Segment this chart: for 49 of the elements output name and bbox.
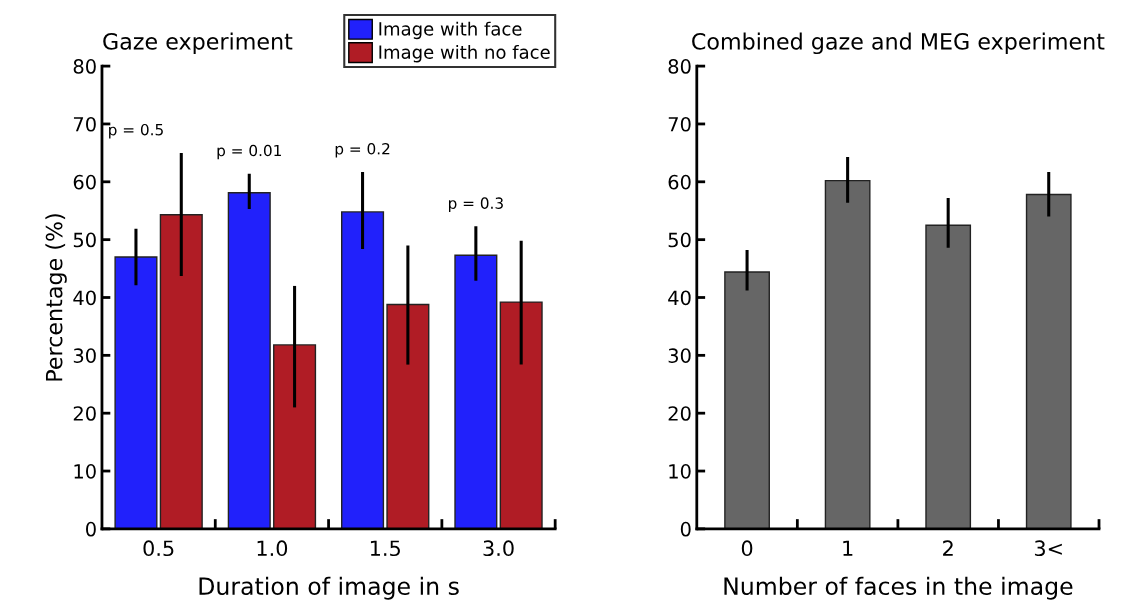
y-axis-title: Percentage (%) [45, 214, 67, 381]
y-tick-label: 60 [73, 174, 96, 190]
x-tick-label: 0.5 [143, 540, 174, 557]
x-tick-label: 2 [943, 540, 953, 556]
chart-title: Gaze experiment [103, 32, 293, 55]
y-tick-label: 70 [668, 116, 691, 132]
bar [499, 301, 543, 529]
y-tick-label: 10 [669, 463, 691, 479]
y-tick-label: 20 [668, 406, 691, 421]
x-tick-label: 3.0 [483, 540, 514, 557]
bar [454, 254, 498, 529]
y-tick-label: 40 [668, 290, 691, 306]
chart-title: Combined gaze and MEG experiment [692, 32, 1105, 55]
bar [159, 214, 203, 529]
x-axis-title: Number of faces in the image [724, 576, 1073, 600]
y-tick-label: 20 [73, 406, 96, 421]
x-tick-label: 0 [741, 540, 753, 557]
bar [114, 256, 158, 529]
bar [386, 303, 430, 529]
y-tick-label: 70 [73, 116, 96, 132]
bar [925, 224, 972, 529]
annotation: p = 0.2 [335, 142, 390, 158]
y-tick-label: 10 [74, 463, 96, 479]
legend-label: Image with face [379, 21, 522, 40]
bar [273, 344, 317, 529]
x-tick-label: 1 [843, 540, 853, 556]
legend-label: Image with no face [379, 44, 550, 63]
y-tick-label: 40 [73, 290, 96, 306]
bar [341, 211, 385, 529]
bar [724, 271, 770, 529]
x-tick-label: 1.0 [257, 540, 288, 557]
bar [824, 179, 871, 529]
x-tick-label: 3< [1034, 540, 1062, 557]
annotation: p = 0.01 [217, 144, 281, 160]
annotation: p = 0.5 [109, 123, 163, 139]
y-tick-label: 0 [86, 521, 96, 537]
y-tick-label: 60 [668, 174, 691, 190]
x-tick-label: 1.5 [370, 540, 400, 557]
y-tick-label: 80 [668, 59, 691, 74]
y-tick-label: 30 [73, 348, 96, 364]
y-tick-label: 50 [73, 232, 96, 248]
bar [227, 192, 271, 529]
y-tick-label: 50 [668, 232, 691, 248]
y-tick-label: 30 [668, 348, 691, 364]
y-tick-label: 80 [73, 59, 96, 74]
annotation: p = 0.3 [448, 197, 503, 212]
bar [1025, 193, 1072, 529]
x-axis-title: Duration of image in s [199, 576, 459, 600]
y-tick-label: 0 [680, 521, 691, 537]
